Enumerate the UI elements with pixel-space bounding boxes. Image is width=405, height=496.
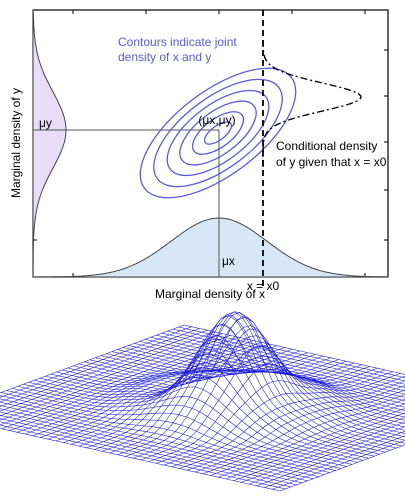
joint-density-contours: [119, 44, 317, 222]
mesh-line-31: [180, 379, 405, 469]
mesh-line-65: [51, 316, 391, 450]
x0-label: x = x0: [247, 279, 280, 293]
mesh-line-59: [18, 386, 358, 462]
mesh-line-73: [95, 358, 405, 434]
mesh-line-67: [62, 313, 402, 447]
mesh-line-48: [0, 409, 297, 485]
contour-ellipse-6: [119, 44, 317, 222]
mesh-line-87: [173, 329, 405, 405]
conditional-density-label-line2: of y given that x = x0: [276, 155, 387, 169]
y-axis-label: Marginal density of y: [9, 88, 23, 198]
mesh-line-14: [48, 349, 292, 439]
mesh-line-50: [0, 405, 308, 481]
contour-caption-line2: density of x and y: [118, 50, 211, 64]
mesh-line-58: [12, 388, 352, 464]
conditional-density-label-line1: Conditional density: [276, 139, 377, 153]
mesh-line-46: [0, 413, 286, 489]
density-surface-mesh: [0, 312, 405, 491]
marginal-density-x-curve: [33, 218, 388, 277]
contour-ellipse-5: [136, 59, 300, 206]
mean-point-label: (μx,μy): [198, 113, 235, 127]
mesh-line-17: [71, 354, 315, 444]
contour-caption-line1: Contours indicate joint: [118, 35, 237, 49]
contour-ellipse-3: [169, 89, 266, 177]
marginal-density-y-curve: [33, 10, 66, 277]
mesh-line-10: [17, 342, 261, 432]
mesh-line-16: [64, 353, 308, 443]
mu-y-label: μy: [39, 116, 52, 130]
mesh-line-54: [0, 397, 330, 473]
conditional-density-curve: [263, 40, 361, 174]
mesh-line-83: [151, 337, 405, 413]
mu-x-label: μx: [222, 254, 235, 268]
